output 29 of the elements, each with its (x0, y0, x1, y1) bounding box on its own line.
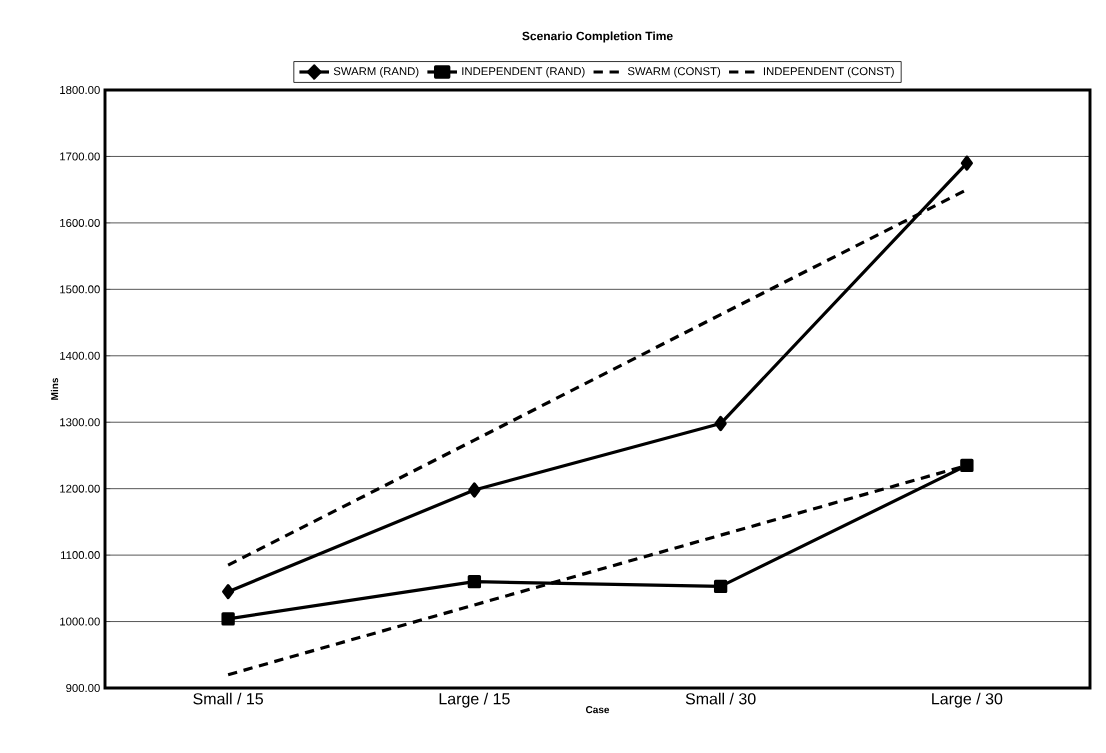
y-tick-label: 1000.00 (60, 617, 100, 626)
x-tick-label: Large / 30 (932, 692, 1003, 708)
x-tick-label: Small / 30 (685, 692, 756, 705)
y-axis-title: Mins (50, 378, 59, 400)
y-tick-label: 900.00 (66, 684, 100, 693)
point (468, 482, 481, 498)
x-tick-label: Small / 15 (193, 692, 263, 705)
legend-label: SWARM (RAND) (333, 66, 419, 78)
y-tick-label: 1800.00 (60, 86, 100, 95)
legend-label: INDEPENDENT (CONST) (763, 66, 894, 78)
y-tick-label: 1200.00 (60, 484, 100, 493)
point (222, 584, 235, 600)
legend-label: SWARM (CONST) (627, 66, 721, 78)
point (714, 415, 727, 432)
point (960, 155, 973, 171)
x-axis-title: Case (585, 706, 610, 714)
legend-label: INDEPENDENT (RAND) (462, 66, 585, 78)
y-tick-label: 1500.00 (60, 285, 100, 294)
y-tick-label: 1300.00 (60, 418, 100, 427)
chart-title: Scenario Completion Time (522, 31, 673, 43)
y-tick-label: 1100.00 (61, 551, 100, 560)
y-tick-label: 1700.00 (60, 152, 100, 161)
point (221, 612, 235, 626)
point (713, 579, 728, 594)
y-tick-label: 1400.00 (60, 351, 100, 360)
x-tick-label: Large / 15 (439, 692, 510, 708)
y-tick-label: 1600.00 (60, 218, 100, 227)
point (467, 575, 482, 589)
point (960, 458, 974, 473)
